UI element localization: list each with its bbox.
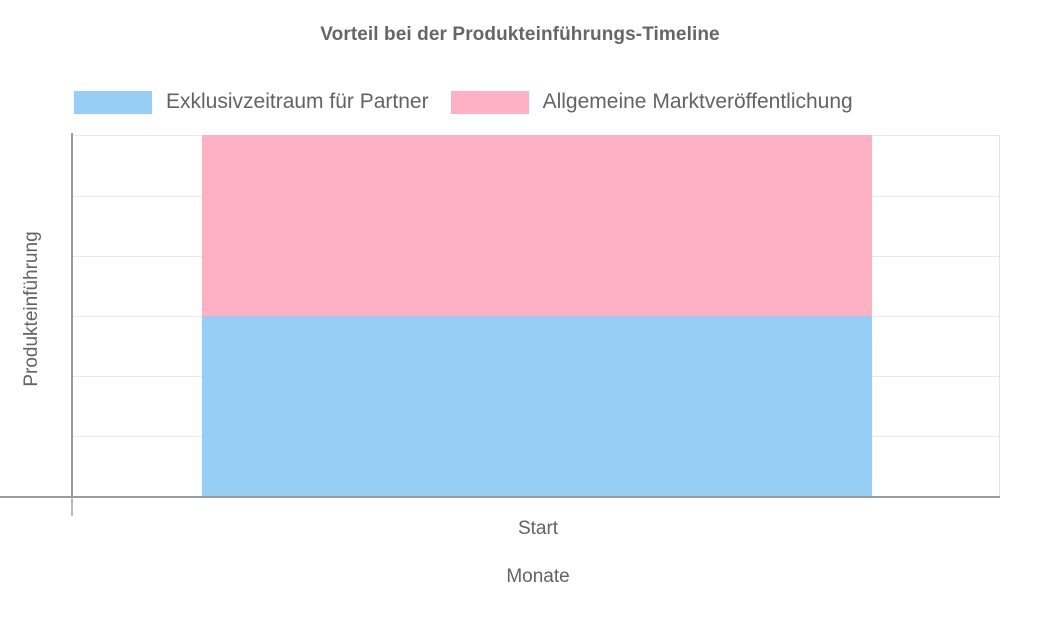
x-axis-line <box>0 496 1000 498</box>
plot-area <box>72 135 1000 497</box>
chart-title: Vorteil bei der Produkteinführungs-Timel… <box>320 24 720 45</box>
legend-swatch-icon-series-0 <box>74 90 152 114</box>
legend-swatch-icon-series-1 <box>450 90 529 114</box>
y-axis-title: Produkteinführung <box>21 231 42 387</box>
legend-item-allgemeine-marktveroeffentlichung[interactable]: Allgemeine Marktveröffentlichung <box>450 90 853 114</box>
gridline-x-right <box>999 135 1000 497</box>
legend-label-series-1: Allgemeine Marktveröffentlichung <box>542 90 853 113</box>
bar-segment-exklusivzeitraum-fuer-partner[interactable] <box>202 316 872 497</box>
x-axis-tick-mark <box>71 498 73 516</box>
y-axis-line <box>71 133 73 499</box>
bar-segment-allgemeine-marktveroeffentlichung[interactable] <box>202 135 872 316</box>
x-axis-title: Monate <box>506 566 570 587</box>
chart-legend: Exklusivzeitraum für Partner Allgemeine … <box>74 88 853 116</box>
legend-label-series-0: Exklusivzeitraum für Partner <box>166 90 429 113</box>
x-tick-label-start: Start <box>517 518 559 539</box>
legend-item-exklusivzeitraum[interactable]: Exklusivzeitraum für Partner <box>74 90 429 114</box>
